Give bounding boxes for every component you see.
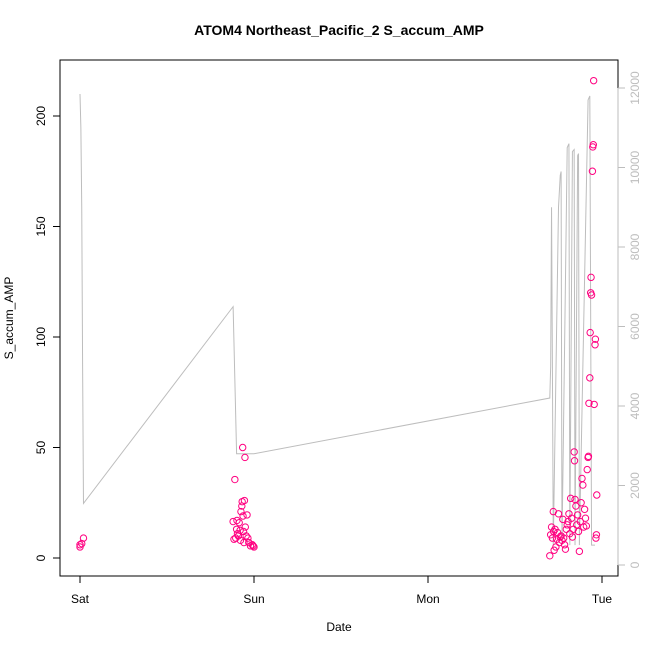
data-point (574, 527, 583, 536)
data-point (568, 533, 577, 541)
x-tick-label: Sat (71, 592, 90, 606)
data-point (570, 457, 579, 465)
data-point (232, 525, 241, 533)
data-point (578, 474, 586, 483)
data-point (583, 465, 591, 474)
x-tick-label: Mon (416, 592, 439, 606)
data-point (576, 517, 584, 526)
data-point (567, 514, 576, 522)
data-point (76, 541, 84, 549)
y-tick-label: 100 (34, 327, 48, 347)
data-point (577, 499, 585, 507)
data-point (586, 328, 594, 337)
y-tick-label: 50 (34, 441, 48, 455)
data-point (239, 512, 247, 520)
y2-tick-label: 2000 (628, 472, 642, 499)
x-tick-label: Tue (592, 592, 613, 606)
data-point (79, 534, 88, 542)
data-point (581, 514, 590, 522)
data-point (588, 167, 597, 175)
data-point (587, 291, 596, 299)
data-point (240, 496, 249, 505)
data-point (549, 527, 558, 536)
chart-title: ATOM4 Northeast_Pacific_2 S_accum_AMP (194, 22, 484, 38)
data-point (592, 534, 600, 542)
data-point (582, 522, 591, 530)
data-point (589, 76, 598, 85)
data-point (593, 491, 601, 499)
data-point (563, 521, 571, 529)
plot-area: Sat Sun Mon Tue0501001502000200040006000800… (34, 59, 642, 606)
data-point (242, 532, 250, 540)
data-point (248, 541, 256, 549)
data-point (584, 452, 593, 461)
y-tick-label: 150 (34, 216, 48, 236)
data-point (586, 374, 594, 382)
x-tick-label: Sun (243, 592, 264, 606)
y-axis-label: S_accum_AMP (2, 277, 16, 360)
data-point (585, 399, 593, 407)
data-point (238, 443, 247, 452)
data-point (579, 481, 587, 489)
plot-frame (59, 59, 619, 577)
data-point (590, 400, 598, 409)
data-point (591, 335, 600, 343)
data-point (235, 518, 243, 527)
data-point (560, 541, 569, 549)
data-point (561, 545, 570, 553)
data-point (592, 531, 601, 539)
data-point (566, 494, 575, 503)
data-point (243, 511, 251, 519)
data-point (562, 525, 571, 533)
data-point (250, 543, 258, 551)
y-tick-label: 200 (34, 106, 48, 126)
y2-tick-label: 8000 (628, 233, 642, 260)
data-point (240, 538, 248, 547)
x-axis-label: Date (326, 620, 352, 634)
data-point (575, 547, 584, 556)
data-point (244, 534, 252, 542)
data-point (249, 542, 257, 550)
data-point (236, 526, 244, 535)
data-point (554, 510, 563, 518)
y2-tick-label: 12000 (628, 71, 642, 105)
y-tick-label: 0 (34, 554, 48, 561)
data-point (587, 273, 595, 282)
y2-tick-label: 6000 (628, 313, 642, 340)
data-point (231, 475, 239, 484)
data-point (570, 448, 578, 456)
data-point (589, 141, 597, 149)
data-point (572, 502, 580, 510)
data-point (233, 516, 241, 525)
data-point (573, 511, 582, 519)
data-point (246, 542, 255, 550)
accumulation-line (79, 93, 596, 546)
data-point (546, 552, 554, 560)
y2-tick-label: 0 (628, 561, 642, 568)
data-point (237, 507, 245, 516)
y2-tick-label: 10000 (628, 150, 642, 184)
data-point (591, 341, 599, 349)
y2-tick-label: 4000 (628, 392, 642, 419)
data-point (241, 523, 250, 531)
data-point (241, 453, 249, 462)
data-point (580, 505, 589, 514)
